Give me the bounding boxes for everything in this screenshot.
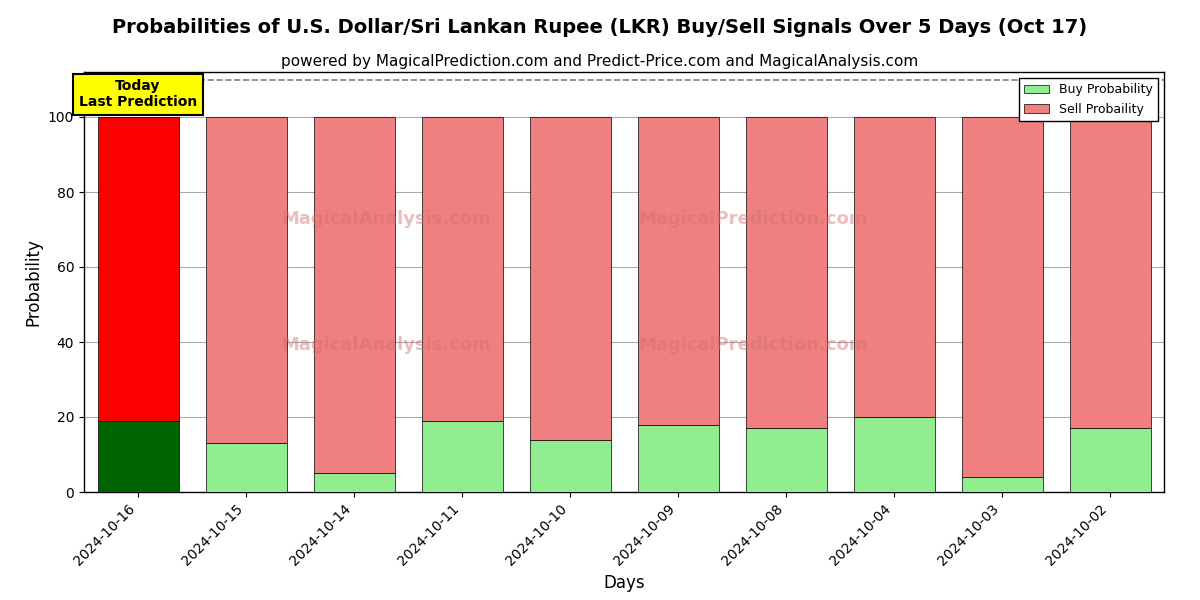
Text: MagicalPrediction.com: MagicalPrediction.com (638, 336, 869, 354)
Bar (529, 117, 611, 439)
Bar (637, 117, 719, 424)
Bar (745, 428, 827, 492)
Bar (1069, 428, 1151, 492)
Bar (97, 117, 179, 421)
Bar (961, 477, 1043, 492)
Text: MagicalPrediction.com: MagicalPrediction.com (638, 210, 869, 228)
Bar (853, 417, 935, 492)
Bar (205, 117, 287, 443)
Bar (313, 117, 395, 473)
Bar (961, 117, 1043, 477)
Bar (745, 117, 827, 428)
Bar (637, 424, 719, 492)
Text: Probabilities of U.S. Dollar/Sri Lankan Rupee (LKR) Buy/Sell Signals Over 5 Days: Probabilities of U.S. Dollar/Sri Lankan … (113, 18, 1087, 37)
Bar (421, 421, 503, 492)
X-axis label: Days: Days (604, 574, 644, 592)
Bar (97, 421, 179, 492)
Bar (205, 443, 287, 492)
Bar (529, 439, 611, 492)
Text: MagicalAnalysis.com: MagicalAnalysis.com (282, 336, 491, 354)
Text: MagicalAnalysis.com: MagicalAnalysis.com (282, 210, 491, 228)
Text: Today
Last Prediction: Today Last Prediction (79, 79, 197, 109)
Bar (853, 117, 935, 417)
Y-axis label: Probability: Probability (24, 238, 42, 326)
Legend: Buy Probability, Sell Probaility: Buy Probability, Sell Probaility (1019, 78, 1158, 121)
Text: powered by MagicalPrediction.com and Predict-Price.com and MagicalAnalysis.com: powered by MagicalPrediction.com and Pre… (281, 54, 919, 69)
Bar (313, 473, 395, 492)
Bar (421, 117, 503, 421)
Bar (1069, 117, 1151, 428)
